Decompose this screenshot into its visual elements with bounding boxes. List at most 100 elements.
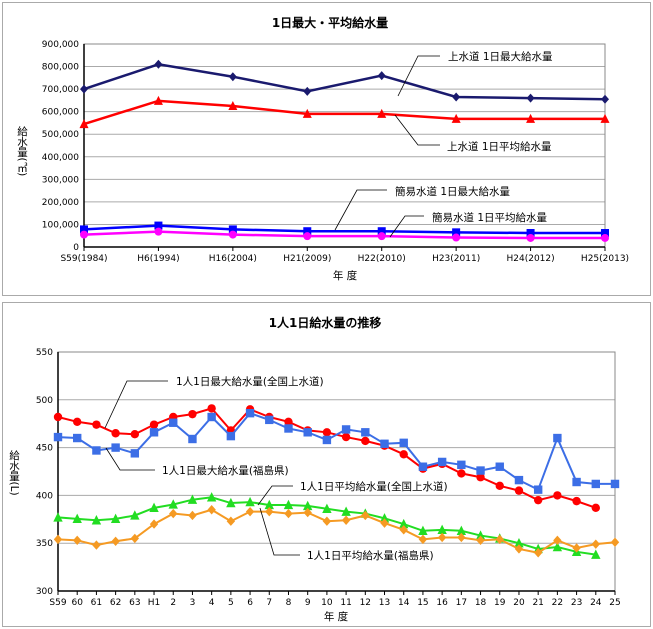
x-tick-label: 61 bbox=[91, 598, 102, 608]
data-point bbox=[168, 499, 178, 509]
y-tick-label: 300,000 bbox=[42, 175, 79, 185]
data-point bbox=[110, 513, 121, 524]
data-point bbox=[79, 119, 89, 129]
data-point bbox=[610, 479, 620, 489]
data-point bbox=[228, 101, 238, 111]
x-tick-label: 23 bbox=[571, 598, 582, 608]
data-point bbox=[154, 227, 163, 236]
data-point bbox=[188, 510, 197, 521]
data-point bbox=[553, 491, 562, 500]
x-tick-label: H23(2011) bbox=[432, 254, 480, 264]
x-tick-label: 60 bbox=[71, 598, 83, 608]
data-point bbox=[92, 446, 101, 455]
top-chart-title: 1日最大・平均給水量 bbox=[272, 15, 388, 30]
x-tick-label: H22(2010) bbox=[358, 254, 406, 264]
data-point bbox=[303, 86, 312, 96]
data-point bbox=[188, 409, 197, 419]
data-point bbox=[245, 496, 255, 507]
data-point bbox=[452, 92, 461, 102]
x-tick-label: 17 bbox=[456, 598, 467, 608]
x-tick-label: S59 bbox=[49, 598, 66, 608]
data-point bbox=[452, 233, 461, 242]
bottom-chart-ylabel: 給水量(L) bbox=[8, 450, 20, 496]
data-point bbox=[495, 462, 504, 471]
data-point bbox=[92, 420, 101, 429]
data-point bbox=[377, 232, 386, 241]
data-point bbox=[188, 434, 197, 444]
data-point bbox=[553, 535, 562, 546]
x-tick-label: 6 bbox=[247, 598, 253, 608]
data-point bbox=[514, 544, 524, 554]
data-point bbox=[399, 518, 409, 529]
data-point bbox=[228, 230, 237, 239]
data-point bbox=[476, 473, 485, 482]
data-point bbox=[149, 519, 159, 529]
data-point bbox=[153, 95, 163, 105]
y-tick-label: 900,000 bbox=[42, 40, 79, 50]
data-point bbox=[265, 415, 274, 425]
data-point bbox=[53, 412, 63, 422]
x-tick-label: 22 bbox=[552, 598, 563, 608]
x-tick-label: 20 bbox=[513, 598, 525, 608]
data-point bbox=[526, 233, 535, 242]
x-tick-label: 8 bbox=[286, 598, 292, 608]
data-point bbox=[80, 84, 88, 94]
data-point bbox=[437, 457, 447, 467]
x-tick-label: 13 bbox=[379, 598, 390, 608]
y-tick-label: 350 bbox=[36, 539, 53, 549]
series-line bbox=[83, 224, 605, 235]
data-point bbox=[264, 499, 274, 510]
data-point bbox=[601, 233, 609, 242]
data-point bbox=[284, 424, 293, 433]
data-point bbox=[361, 436, 370, 446]
data-point bbox=[154, 59, 163, 69]
series-label: 1人1日最大給水量(福島県) bbox=[162, 464, 289, 477]
x-tick-label: 9 bbox=[305, 598, 311, 608]
series-label: 上水道 1日平均給水量 bbox=[447, 140, 552, 153]
data-point bbox=[514, 538, 524, 548]
data-point bbox=[80, 230, 88, 239]
data-point bbox=[600, 113, 610, 123]
y-tick-label: 600,000 bbox=[42, 108, 79, 118]
data-point bbox=[476, 535, 485, 546]
x-tick-label: 25 bbox=[609, 598, 620, 608]
data-point bbox=[533, 548, 543, 558]
data-point bbox=[610, 537, 620, 547]
top-chart-frame bbox=[2, 2, 651, 296]
data-point bbox=[207, 412, 216, 422]
data-point bbox=[284, 417, 293, 426]
data-point bbox=[377, 227, 386, 236]
x-tick-label: H6(1994) bbox=[137, 254, 179, 264]
data-point bbox=[514, 486, 524, 495]
x-tick-label: H25(2013) bbox=[581, 254, 629, 264]
data-point bbox=[533, 495, 543, 505]
x-tick-label: 62 bbox=[110, 598, 121, 608]
top-chart-ylabel: 給水量(㎥) bbox=[16, 126, 28, 177]
x-tick-label: 3 bbox=[190, 598, 196, 608]
data-point bbox=[322, 435, 332, 445]
data-point bbox=[322, 503, 332, 513]
x-tick-label: 5 bbox=[228, 598, 234, 608]
x-tick-label: 16 bbox=[436, 598, 448, 608]
data-point bbox=[399, 438, 408, 448]
series-label: 1人1日平均給水量(福島県) bbox=[307, 549, 434, 562]
y-tick-label: 450 bbox=[36, 444, 53, 454]
data-point bbox=[552, 541, 563, 552]
x-tick-label: 24 bbox=[590, 598, 602, 608]
data-point bbox=[399, 450, 408, 459]
data-point bbox=[187, 494, 198, 504]
data-point bbox=[130, 533, 140, 544]
data-point bbox=[226, 497, 236, 508]
x-tick-label: 11 bbox=[340, 598, 351, 608]
x-tick-label: 10 bbox=[321, 598, 333, 608]
data-point bbox=[399, 525, 408, 535]
data-point bbox=[111, 443, 120, 452]
series-label: 簡易水道 1日最大給水量 bbox=[395, 185, 511, 198]
bottom-chart-frame bbox=[2, 302, 651, 627]
data-point bbox=[341, 432, 351, 442]
data-point bbox=[476, 466, 485, 475]
data-point bbox=[572, 543, 581, 553]
y-tick-label: 550 bbox=[36, 348, 53, 358]
data-point bbox=[437, 532, 447, 543]
x-tick-label: 4 bbox=[209, 598, 215, 608]
